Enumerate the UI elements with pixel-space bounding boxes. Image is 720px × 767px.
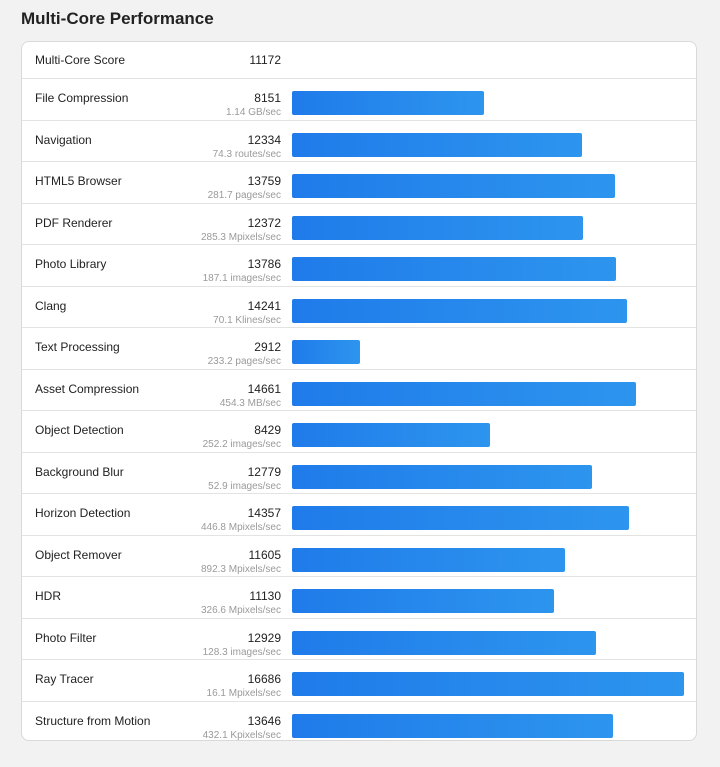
benchmark-row: Photo Library 13786 187.1 images/sec: [22, 245, 696, 287]
benchmark-name: Asset Compression: [35, 381, 140, 396]
benchmark-name: Photo Library: [35, 257, 107, 271]
benchmark-rate: 233.2 pages/sec: [207, 356, 281, 367]
benchmark-row: File Compression 8151 1.14 GB/sec: [22, 79, 696, 121]
benchmark-rate: 454.3 MB/sec: [219, 397, 281, 409]
benchmark-bar: [292, 298, 627, 323]
benchmark-rate: 892.3 Mpixels/sec: [200, 563, 281, 575]
benchmark-bar: [292, 630, 596, 655]
benchmark-row: Clang 14241 70.1 Klines/sec: [22, 287, 696, 328]
benchmark-bar: [292, 672, 684, 696]
benchmark-score: 14241: [247, 298, 281, 313]
page-title: Multi-Core Performance: [21, 9, 214, 28]
benchmark-bar: [292, 132, 582, 157]
summary-score: 11172: [249, 53, 281, 67]
benchmark-bar: [292, 381, 637, 406]
benchmark-score: 2912: [254, 340, 281, 354]
benchmark-row: PDF Renderer 12372 285.3 Mpixels/sec: [22, 204, 696, 245]
benchmark-score: 8151: [254, 91, 281, 105]
benchmark-score: 13786: [247, 257, 281, 271]
benchmark-name: Clang: [35, 298, 67, 313]
benchmark-row: Object Detection 8429 252.2 images/sec: [22, 411, 696, 453]
benchmark-row: Text Processing 2912 233.2 pages/sec: [22, 328, 696, 370]
benchmark-name: Object Detection: [35, 423, 124, 437]
benchmark-name: Photo Filter: [35, 630, 97, 645]
benchmark-rate: 326.6 Mpixels/sec: [200, 605, 281, 616]
benchmark-rate: 432.1 Kpixels/sec: [202, 729, 281, 741]
summary-label: Multi-Core Score: [35, 53, 126, 67]
benchmark-rate: 52.9 images/sec: [208, 480, 281, 492]
benchmark-name: HDR: [35, 589, 61, 603]
benchmark-bar: [292, 257, 616, 281]
benchmark-name: Background Blur: [35, 464, 124, 479]
benchmark-score: 12779: [247, 464, 281, 479]
benchmark-score: 12929: [247, 630, 281, 645]
benchmark-row: Background Blur 12779 52.9 images/sec: [22, 453, 696, 494]
benchmark-row: Ray Tracer 16686 16.1 Mpixels/sec: [22, 660, 696, 702]
benchmark-score: 16686: [247, 672, 281, 686]
benchmark-row: Horizon Detection 14357 446.8 Mpixels/sec: [22, 494, 696, 536]
benchmark-name: Text Processing: [35, 340, 120, 354]
benchmark-row: HDR 11130 326.6 Mpixels/sec: [22, 577, 696, 619]
benchmark-name: Ray Tracer: [35, 672, 94, 686]
benchmark-rate: 446.8 Mpixels/sec: [200, 522, 281, 533]
benchmark-name: Horizon Detection: [35, 506, 131, 520]
benchmark-row: Asset Compression 14661 454.3 MB/sec: [22, 370, 696, 411]
benchmark-score: 12334: [247, 132, 281, 147]
benchmark-rate: 16.1 Mpixels/sec: [206, 688, 281, 699]
benchmark-bar: [292, 547, 565, 572]
benchmark-rate: 128.3 images/sec: [202, 646, 281, 658]
results-card: Multi-Core Score 11172 File Compression 8…: [21, 41, 697, 741]
benchmark-name: Object Remover: [35, 547, 122, 562]
benchmark-bar: [292, 589, 554, 613]
benchmark-name: HTML5 Browser: [35, 174, 122, 188]
benchmark-bar: [292, 215, 583, 240]
benchmark-rate: 187.1 images/sec: [202, 273, 281, 284]
benchmark-score: 14661: [247, 381, 281, 396]
benchmark-name: PDF Renderer: [35, 215, 113, 230]
benchmark-bar: [292, 423, 490, 447]
benchmark-score: 8429: [254, 423, 281, 437]
benchmark-score: 11130: [249, 589, 281, 603]
benchmark-row: HTML5 Browser 13759 281.7 pages/sec: [22, 162, 696, 204]
benchmark-bar: [292, 713, 613, 738]
benchmark-row: Navigation 12334 74.3 routes/sec: [22, 121, 696, 162]
benchmark-score: 14357: [247, 506, 281, 520]
benchmark-rate: 285.3 Mpixels/sec: [200, 231, 281, 243]
benchmark-score: 11605: [248, 547, 281, 562]
benchmark-score: 13759: [247, 174, 281, 188]
benchmark-score: 13646: [247, 713, 281, 728]
benchmark-rate: 74.3 routes/sec: [212, 148, 281, 160]
benchmark-bar: [292, 340, 361, 364]
summary-row: Multi-Core Score 11172: [22, 42, 696, 79]
benchmark-bar: [292, 174, 616, 198]
benchmark-rate: 252.2 images/sec: [202, 439, 281, 450]
benchmark-name: Structure from Motion: [35, 713, 151, 728]
benchmark-score: 12372: [247, 215, 281, 230]
benchmark-rate: 70.1 Klines/sec: [213, 314, 281, 326]
benchmark-row: Object Remover 11605 892.3 Mpixels/sec: [22, 536, 696, 577]
benchmark-bar: [292, 506, 630, 530]
benchmark-name: Navigation: [35, 132, 92, 147]
benchmark-row: Photo Filter 12929 128.3 images/sec: [22, 619, 696, 660]
benchmark-name: File Compression: [35, 91, 129, 105]
benchmark-rate: 1.14 GB/sec: [225, 107, 281, 118]
benchmark-row: Structure from Motion 13646 432.1 Kpixels/…: [22, 702, 696, 741]
benchmark-bar: [292, 464, 593, 489]
benchmark-bar: [292, 91, 484, 115]
benchmark-rate: 281.7 pages/sec: [207, 190, 281, 201]
